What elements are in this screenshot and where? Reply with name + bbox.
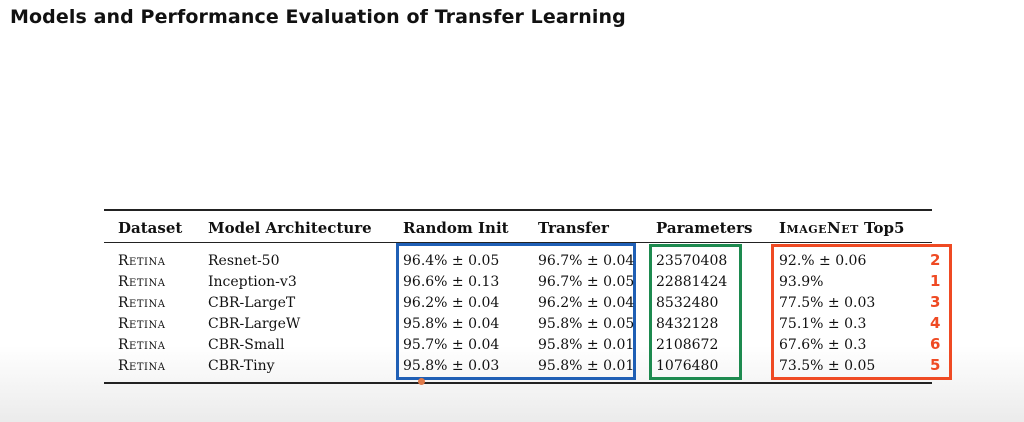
rank-label: 4 <box>930 314 941 332</box>
cell-model: CBR-LargeW <box>208 316 301 332</box>
header-parameters: Parameters <box>656 219 753 237</box>
cell-model: CBR-Small <box>208 337 285 353</box>
slide-title: Models and Performance Evaluation of Tra… <box>10 6 626 28</box>
header-dataset: Dataset <box>118 219 183 237</box>
cell-transfer: 96.7% ± 0.05 <box>538 274 635 290</box>
cell-dataset: Retina <box>118 316 166 332</box>
cell-dataset: Retina <box>118 358 166 374</box>
accuracy-highlight-box <box>396 243 636 380</box>
cell-random-init: 96.2% ± 0.04 <box>403 295 500 311</box>
cell-model: CBR-Tiny <box>208 358 275 374</box>
cell-random-init: 95.8% ± 0.04 <box>403 316 500 332</box>
header-imagenet-top5: ImageNet Top5 <box>779 218 904 238</box>
cell-random-init: 95.7% ± 0.04 <box>403 337 500 353</box>
cell-parameters: 8532480 <box>656 295 719 311</box>
cell-transfer: 95.8% ± 0.01 <box>538 337 635 353</box>
cell-parameters: 2108672 <box>656 337 719 353</box>
cell-imagenet-top5: 67.6% ± 0.3 <box>779 337 867 353</box>
cell-imagenet-top5: 93.9% <box>779 274 824 290</box>
header-random-init: Random Init <box>403 219 509 237</box>
cell-transfer: 96.7% ± 0.04 <box>538 253 635 269</box>
cell-transfer: 95.8% ± 0.05 <box>538 316 635 332</box>
table-top-rule <box>104 209 932 211</box>
rank-label: 1 <box>930 272 941 290</box>
cell-model: Resnet-50 <box>208 253 280 269</box>
cell-random-init: 95.8% ± 0.03 <box>403 358 500 374</box>
cell-imagenet-top5: 73.5% ± 0.05 <box>779 358 876 374</box>
header-imagenet-name: ImageNet <box>779 219 859 237</box>
cell-imagenet-top5: 77.5% ± 0.03 <box>779 295 876 311</box>
pointer-dot <box>418 378 425 385</box>
cell-dataset: Retina <box>118 295 166 311</box>
rank-label: 2 <box>930 251 941 269</box>
cell-imagenet-top5: 92.% ± 0.06 <box>779 253 867 269</box>
cell-model: Inception-v3 <box>208 274 297 290</box>
rank-label: 6 <box>930 335 941 353</box>
header-imagenet-suffix: Top5 <box>864 219 905 237</box>
cell-random-init: 96.4% ± 0.05 <box>403 253 500 269</box>
cell-random-init: 96.6% ± 0.13 <box>403 274 500 290</box>
rank-label: 5 <box>930 356 941 374</box>
rank-label: 3 <box>930 293 941 311</box>
cell-dataset: Retina <box>118 253 166 269</box>
cell-dataset: Retina <box>118 274 166 290</box>
header-transfer: Transfer <box>538 219 609 237</box>
cell-parameters: 1076480 <box>656 358 719 374</box>
cell-parameters: 22881424 <box>656 274 728 290</box>
cell-parameters: 8432128 <box>656 316 719 332</box>
cell-parameters: 23570408 <box>656 253 728 269</box>
imagenet-highlight-box <box>771 244 952 380</box>
parameters-highlight-box <box>649 244 742 380</box>
header-model-architecture: Model Architecture <box>208 219 372 237</box>
table-bottom-rule <box>104 382 932 384</box>
cell-transfer: 95.8% ± 0.01 <box>538 358 635 374</box>
cell-dataset: Retina <box>118 337 166 353</box>
table-header-rule <box>104 242 932 243</box>
cell-imagenet-top5: 75.1% ± 0.3 <box>779 316 867 332</box>
cell-model: CBR-LargeT <box>208 295 296 311</box>
cell-transfer: 96.2% ± 0.04 <box>538 295 635 311</box>
